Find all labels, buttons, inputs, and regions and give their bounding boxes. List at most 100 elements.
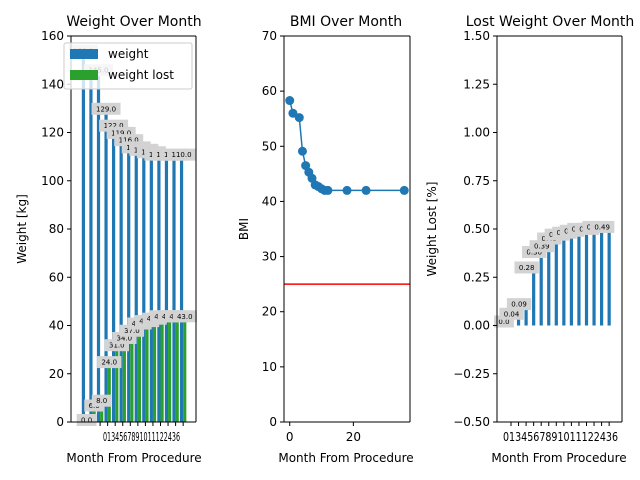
bar-weight — [164, 156, 169, 422]
data-label-weight-text: 129.0 — [96, 105, 116, 113]
bar-weight-lost — [160, 318, 164, 422]
bmi-point — [288, 108, 298, 118]
bar-weight-lost — [137, 325, 142, 422]
data-label-weight-lost-percent-box — [589, 220, 615, 233]
weight-over-month-chart: Weight Over Month Month From Procedure W… — [15, 14, 202, 465]
chart-2-y-tick-label: 50 — [262, 139, 277, 153]
data-label-weight-lost-text: 34.0 — [117, 334, 133, 342]
bar-weight — [157, 156, 161, 422]
bar-weight — [134, 149, 138, 422]
bar-weight-lost-percent — [516, 317, 521, 326]
data-label-weight-lost-percent-text: 0.28 — [519, 264, 535, 272]
chart-1-y-tick-label: 120 — [41, 126, 64, 140]
data-label-weight-lost-box — [97, 356, 122, 369]
chart-3-y-tick-label: 1.25 — [463, 77, 490, 91]
data-label-weight-lost-text: 24.0 — [101, 359, 117, 367]
bar-weight — [179, 156, 184, 422]
bar-weight-lost-percent — [562, 238, 566, 326]
bar-weight-lost-percent — [554, 242, 558, 326]
chart-2-title: BMI Over Month — [290, 14, 402, 30]
bmi-point — [297, 146, 307, 156]
chart-1-y-tick-label: 140 — [41, 77, 64, 91]
data-label-weight-lost-percent: 0.49 — [589, 220, 615, 233]
data-label-weight-box — [167, 148, 197, 161]
bar-weight-lost — [115, 347, 119, 422]
data-label-weight-text: 110.0 — [172, 151, 192, 159]
data-label-weight-lost-percent: 0.28 — [514, 261, 539, 274]
bar-weight-lost-percent — [592, 232, 596, 326]
data-label-weight-lost-percent-text: 0.04 — [504, 310, 520, 318]
data-label-weight-box — [91, 102, 121, 115]
bar-weight — [149, 154, 153, 422]
bar-weight-lost-percent — [532, 271, 536, 326]
bar-weight-lost — [152, 320, 157, 422]
chart-1-y-tick-label: 20 — [49, 367, 64, 381]
chart-2-y-axis-label: BMI — [237, 218, 251, 240]
bar-weight — [104, 110, 108, 422]
bar-weight-lost-percent — [547, 250, 551, 326]
bar-weight-lost — [130, 332, 134, 422]
chart-1-y-tick-label: 40 — [49, 319, 64, 333]
chart-3-x-tick-labels: 0134567891011122436 — [503, 430, 618, 444]
bmi-point — [294, 113, 304, 123]
chart-2-x-tick-label: 0 — [286, 430, 294, 444]
data-label-weight: 129.0 — [91, 102, 121, 115]
data-label-weight-lost-box — [91, 394, 112, 407]
data-label-weight-lost-percent-text: 0.49 — [594, 223, 610, 231]
data-label-weight-lost-percent-text: 0.36 — [526, 249, 542, 257]
bmi-point — [323, 185, 333, 195]
data-label-weight-lost-percent: 0.04 — [499, 307, 524, 320]
data-label-weight-lost-percent-text: 0.0 — [498, 318, 509, 326]
bar-weight-lost — [168, 318, 172, 422]
bar-weight-lost — [183, 318, 187, 422]
chart-2-y-tick-label: 0 — [269, 415, 277, 429]
chart-3-y-tick-label: 0.50 — [463, 222, 490, 236]
chart-1-y-axis-label: Weight [kg] — [15, 194, 29, 264]
chart-3-title: Lost Weight Over Month — [466, 14, 635, 30]
bar-weight-lost — [175, 318, 179, 422]
bar-weight — [127, 142, 131, 422]
chart-2-y-tick-label: 30 — [262, 250, 277, 264]
lost-weight-over-month-chart: Lost Weight Over Month Month From Proced… — [425, 14, 634, 465]
chart-2-y-tick-label: 60 — [262, 84, 277, 98]
chart-3-x-axis-label: Month From Procedure — [491, 451, 626, 465]
chart-1-x-axis-label: Month From Procedure — [66, 451, 201, 465]
chart-3-y-tick-label: 1.00 — [463, 126, 490, 140]
bmi-point — [399, 185, 409, 195]
data-label-weight-text: 122.0 — [104, 122, 124, 130]
data-label-weight-lost: 8.0 — [91, 394, 112, 407]
chart-2-y-tick-label: 70 — [262, 29, 277, 43]
chart-1-y-tick-label: 80 — [49, 222, 64, 236]
bmi-point — [285, 96, 295, 106]
chart-2-x-axis-label: Month From Procedure — [278, 451, 413, 465]
chart-3-y-tick-label: 0.25 — [463, 270, 490, 284]
data-label-weight-lost-text: 37.0 — [124, 327, 140, 335]
bar-weight-lost-percent — [539, 256, 543, 326]
bar-weight-lost-percent — [569, 236, 573, 326]
chart-1-marks: 153.0145.0129.0122.0119.0116.0113.0112.0… — [41, 29, 197, 444]
chart-1-legend: weight weight lost — [63, 42, 193, 90]
chart-1-x-tick-labels: 0134567891011122436 — [103, 430, 180, 444]
bar-weight-lost-percent — [524, 308, 528, 326]
data-label-weight-lost: 24.0 — [97, 356, 122, 369]
chart-2-marks: 0 10 20 30 40 50 60 70 0 20 — [262, 29, 411, 444]
chart-2-y-tick-label: 10 — [262, 360, 277, 374]
bar-weight — [119, 134, 123, 422]
chart-3-y-tick-label: −0.50 — [453, 415, 490, 429]
bar-weight-lost-percent — [600, 230, 604, 326]
bmi-point — [361, 185, 371, 195]
data-label-weight: 110.0 — [167, 148, 197, 161]
data-label-weight-lost-text: 0.0 — [81, 417, 92, 425]
chart-1-y-tick-label: 160 — [41, 29, 64, 43]
chart-3-y-tick-label: 0.75 — [463, 174, 490, 188]
data-label-weight-lost-percent: 0.09 — [506, 298, 532, 311]
data-label-weight-text: 116.0 — [119, 137, 139, 145]
bar-weight-lost — [145, 323, 149, 422]
data-label-weight-lost-percent-box — [499, 307, 524, 320]
data-label-weight-lost-text: 8.0 — [96, 397, 107, 405]
data-label-weight-lost-percent-box — [514, 261, 539, 274]
bmi-over-month-chart: BMI Over Month Month From Procedure BMI … — [237, 14, 414, 465]
bar-weight — [81, 52, 85, 422]
bar-weight — [172, 156, 176, 422]
